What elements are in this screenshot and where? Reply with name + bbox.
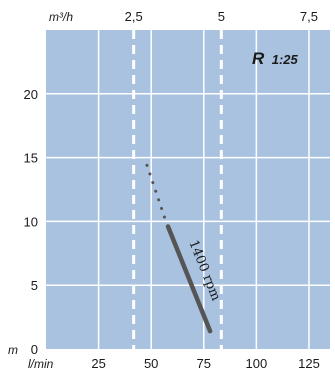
y-tick-label: 20 [24,87,38,102]
ratio-annotation: R 1:25 [252,49,299,68]
ratio-annotation-value: 1:25 [272,52,299,67]
x-tick-label: 125 [298,356,320,371]
y-axis-unit: m [8,343,18,357]
reference-lines [132,30,223,349]
y-tick-label: 10 [24,214,38,229]
series-line-dotted [145,163,168,223]
tick-labels: 0 5 10 15 20 25 50 75 100 125 2,5 5 7,5 [24,9,320,371]
top-tick-label: 5 [218,9,225,24]
ratio-annotation-letter: R [252,49,265,68]
x-tick-label: 50 [144,356,158,371]
top-tick-label: 2,5 [125,9,143,24]
y-tick-label: 5 [31,278,38,293]
grid-lines [46,30,330,349]
top-tick-label: 7,5 [300,9,318,24]
x-tick-label: 25 [91,356,105,371]
y-tick-label: 15 [24,151,38,166]
x-tick-label: 75 [197,356,211,371]
x-tick-label: 100 [246,356,268,371]
series-layer [145,163,213,334]
bottom-axis-unit: l/min [28,357,54,371]
top-axis-unit: m³/h [49,10,73,24]
series-line-solid [165,224,213,334]
plot-area [46,30,330,349]
y-tick-label: 0 [31,342,38,357]
